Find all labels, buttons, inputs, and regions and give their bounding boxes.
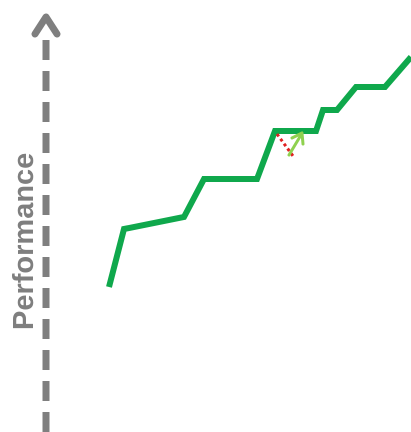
dip-dotted-line [275,133,295,157]
axis-arrowhead-icon [31,13,61,38]
performance-path [106,55,411,288]
performance-axis [31,13,61,432]
axis-label: Performance [8,153,40,330]
recovery-arrow-icon [287,131,305,157]
